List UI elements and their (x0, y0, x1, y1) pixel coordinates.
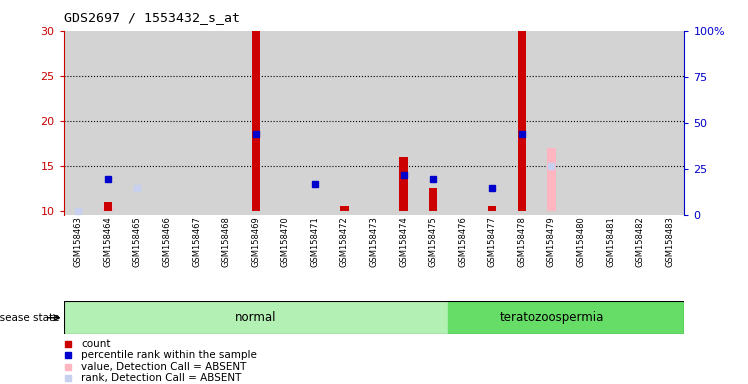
Text: rank, Detection Call = ABSENT: rank, Detection Call = ABSENT (81, 373, 242, 383)
Bar (212, 31, 241, 215)
Bar (359, 31, 389, 215)
Text: disease state: disease state (0, 313, 60, 323)
Bar (94, 31, 123, 215)
Bar (103, 206, 113, 210)
Bar (153, 31, 182, 215)
Bar (507, 31, 536, 215)
Bar (389, 31, 418, 215)
Bar (448, 301, 684, 334)
Bar (340, 206, 349, 210)
Bar (536, 31, 566, 215)
Bar (448, 31, 477, 215)
Bar (300, 31, 330, 215)
Text: normal: normal (235, 311, 277, 324)
Text: value, Detection Call = ABSENT: value, Detection Call = ABSENT (81, 362, 246, 372)
Bar (271, 31, 300, 215)
Bar (429, 188, 437, 210)
Bar (182, 31, 212, 215)
Text: percentile rank within the sample: percentile rank within the sample (81, 350, 257, 360)
Text: count: count (81, 339, 111, 349)
Bar (625, 31, 654, 215)
Bar (566, 31, 595, 215)
Bar (547, 147, 557, 210)
Bar (518, 31, 526, 210)
Bar (654, 31, 684, 215)
Bar (330, 31, 359, 215)
Bar (418, 31, 448, 215)
Bar (123, 31, 153, 215)
Bar (64, 31, 94, 215)
Text: teratozoospermia: teratozoospermia (499, 311, 604, 324)
Bar (64, 301, 448, 334)
Bar (488, 206, 497, 210)
Bar (477, 31, 507, 215)
Bar (104, 202, 112, 210)
Bar (399, 157, 408, 210)
Text: GDS2697 / 1553432_s_at: GDS2697 / 1553432_s_at (64, 12, 239, 25)
Bar (595, 31, 625, 215)
Bar (241, 31, 271, 215)
Bar (251, 31, 260, 210)
